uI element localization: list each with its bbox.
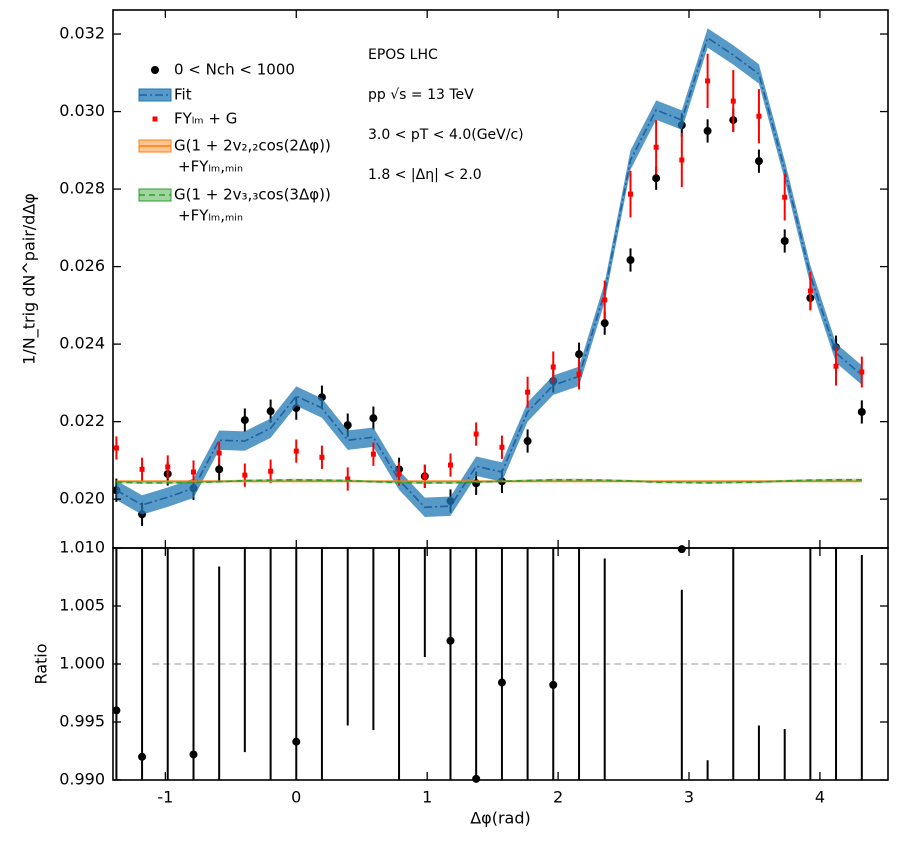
data-point	[550, 364, 556, 370]
data-point	[293, 448, 299, 454]
data-point	[730, 98, 736, 104]
data-point	[525, 389, 531, 395]
data-point	[807, 288, 813, 294]
data-point	[472, 774, 481, 783]
data-point	[576, 371, 582, 377]
data-point	[859, 369, 865, 375]
curve-line	[116, 478, 862, 484]
data-point	[191, 469, 197, 475]
legend-label: Fit	[174, 86, 192, 104]
data-point	[705, 78, 711, 84]
data-point	[266, 407, 275, 416]
data-point	[447, 462, 453, 468]
data-point	[627, 191, 633, 197]
x-tick-label: -1	[157, 788, 173, 807]
x-tick-label: 1	[422, 788, 432, 807]
data-point	[189, 750, 198, 759]
y-tick-label: 0.028	[59, 179, 105, 198]
legend-label: FYₗₘ + G	[174, 110, 237, 128]
annotation: pp √s = 13 TeV	[368, 87, 474, 103]
data-point	[446, 636, 455, 645]
data-point	[138, 752, 147, 761]
x-tick-label: 2	[553, 788, 563, 807]
data-point	[857, 407, 866, 416]
y-tick-label: 1.000	[59, 654, 105, 673]
legend-label: G(1 + 2v₂,₂cos(2Δφ))	[174, 137, 331, 155]
y-tick-label: 0.030	[59, 101, 105, 120]
data-point	[575, 350, 584, 359]
plot-area	[113, 28, 866, 526]
y-tick-label: 0.032	[59, 24, 105, 43]
data-point	[343, 421, 352, 430]
y-axis-label: Ratio	[32, 643, 51, 684]
x-tick-label: 4	[815, 788, 825, 807]
data-point	[497, 678, 506, 687]
data-point	[345, 476, 351, 482]
data-point	[754, 157, 763, 166]
legend-label: +FYₗₘ,ₘᵢₙ	[178, 207, 243, 225]
data-point	[112, 706, 121, 715]
y-axis-label: 1/N_trig dN^pair/dΔφ	[20, 193, 40, 365]
y-tick-label: 0.024	[59, 334, 105, 353]
y-tick-label: 0.026	[59, 256, 105, 275]
data-point	[833, 363, 839, 369]
data-point	[268, 468, 274, 474]
data-point	[600, 319, 609, 328]
data-point	[215, 465, 224, 474]
x-tick-label: 0	[291, 788, 301, 807]
data-point	[653, 144, 659, 150]
data-point	[319, 454, 325, 460]
y-tick-label: 0.990	[59, 770, 105, 789]
data-point	[652, 174, 661, 183]
data-point	[679, 157, 685, 163]
legend-marker	[152, 116, 158, 122]
data-point	[369, 414, 378, 423]
data-point	[216, 450, 222, 456]
data-point	[165, 464, 171, 470]
data-point	[370, 451, 376, 457]
y-tick-label: 0.995	[59, 712, 105, 731]
x-axis-label: Δφ(rad)	[470, 809, 531, 828]
data-point	[677, 545, 686, 554]
annotation: 1.8 < |Δη| < 2.0	[368, 167, 482, 183]
data-point	[602, 297, 608, 303]
y-tick-label: 1.010	[59, 538, 105, 557]
x-tick-label: 3	[684, 788, 694, 807]
data-point	[523, 437, 532, 446]
data-point	[756, 113, 762, 119]
data-point	[139, 466, 145, 472]
fit-line	[116, 36, 863, 509]
data-point	[292, 737, 301, 746]
annotation: 3.0 < pT < 4.0(GeV/c)	[368, 127, 524, 143]
data-point	[626, 256, 635, 265]
y-tick-label: 1.005	[59, 596, 105, 615]
annotation: EPOS LHC	[368, 47, 438, 63]
fit-band	[116, 28, 862, 517]
legend-label: G(1 + 2v₃,₃cos(3Δφ))	[174, 186, 331, 204]
data-point	[396, 471, 402, 477]
legend-label: 0 < Nch < 1000	[174, 61, 295, 79]
data-point	[782, 194, 788, 200]
y-tick-label: 0.022	[59, 411, 105, 430]
data-point	[422, 473, 428, 479]
y-tick-label: 0.020	[59, 489, 105, 508]
data-point	[242, 472, 248, 478]
data-point	[499, 444, 505, 450]
data-point	[780, 237, 789, 246]
legend-label: +FYₗₘ,ₘᵢₙ	[178, 158, 243, 176]
legend-marker	[151, 66, 159, 74]
data-point	[240, 416, 249, 425]
data-point	[703, 126, 712, 135]
axes-frame	[112, 547, 889, 781]
data-point	[113, 445, 119, 451]
data-point	[473, 431, 479, 437]
data-point	[549, 680, 558, 689]
